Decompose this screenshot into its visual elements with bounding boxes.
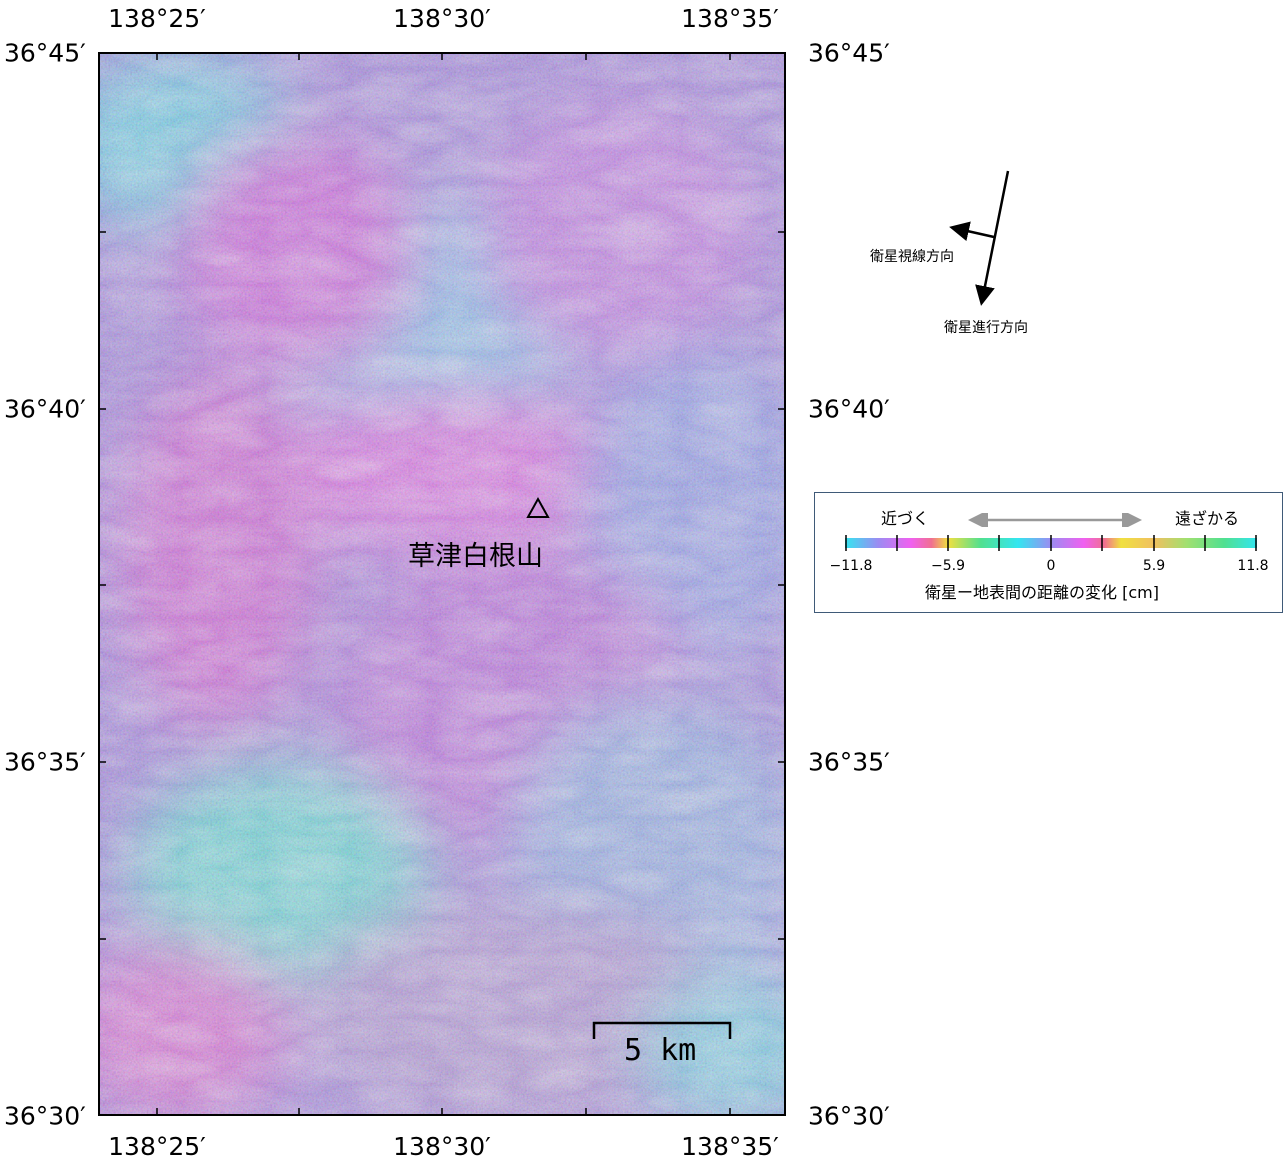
legend-approach-label: 近づく	[881, 509, 930, 528]
lat-label-left-45: 36°45′	[4, 38, 86, 68]
legend-tick-label: 0	[1046, 558, 1056, 574]
interferogram-map	[98, 52, 786, 1116]
lat-label-left-30: 36°30′	[4, 1101, 86, 1131]
lon-label-top-30: 138°30′	[393, 4, 491, 33]
line-of-sight-label: 衛星視線方向	[870, 249, 954, 265]
lat-label-left-40: 36°40′	[4, 394, 86, 424]
color-legend: 近づく 遠ざかる	[814, 492, 1283, 613]
scale-bar-label: 5 km	[624, 1033, 697, 1068]
lat-label-right-45: 36°45′	[808, 38, 890, 68]
lat-label-right-35: 36°35′	[808, 747, 890, 777]
legend-recede-label: 遠ざかる	[1175, 509, 1240, 528]
flight-direction-label: 衛星進行方向	[944, 320, 1028, 336]
legend-tick-label: 5.9	[1142, 558, 1166, 574]
lon-label-bottom-30: 138°30′	[393, 1132, 491, 1161]
lat-label-left-35: 36°35′	[4, 747, 86, 777]
lat-label-right-30: 36°30′	[808, 1101, 890, 1131]
lon-label-bottom-35: 138°35′	[681, 1132, 779, 1161]
lon-label-top-25: 138°25′	[108, 4, 206, 33]
lon-label-top-35: 138°35′	[681, 4, 779, 33]
double-arrow-icon	[968, 513, 1142, 527]
color-scale-bar	[845, 535, 1257, 551]
triangle-marker	[526, 496, 550, 518]
scale-bar	[592, 1021, 732, 1039]
lat-label-right-40: 36°40′	[808, 394, 890, 424]
lon-label-bottom-25: 138°25′	[108, 1132, 206, 1161]
volcano-name-label: 草津白根山	[408, 541, 543, 572]
legend-tick-label: −11.8	[829, 558, 873, 574]
satellite-direction-arrows	[949, 170, 1010, 306]
legend-caption: 衛星ー地表間の距離の変化 [cm]	[925, 583, 1159, 602]
legend-tick-label: −5.9	[931, 558, 965, 574]
legend-tick-label: 11.8	[1237, 558, 1269, 574]
